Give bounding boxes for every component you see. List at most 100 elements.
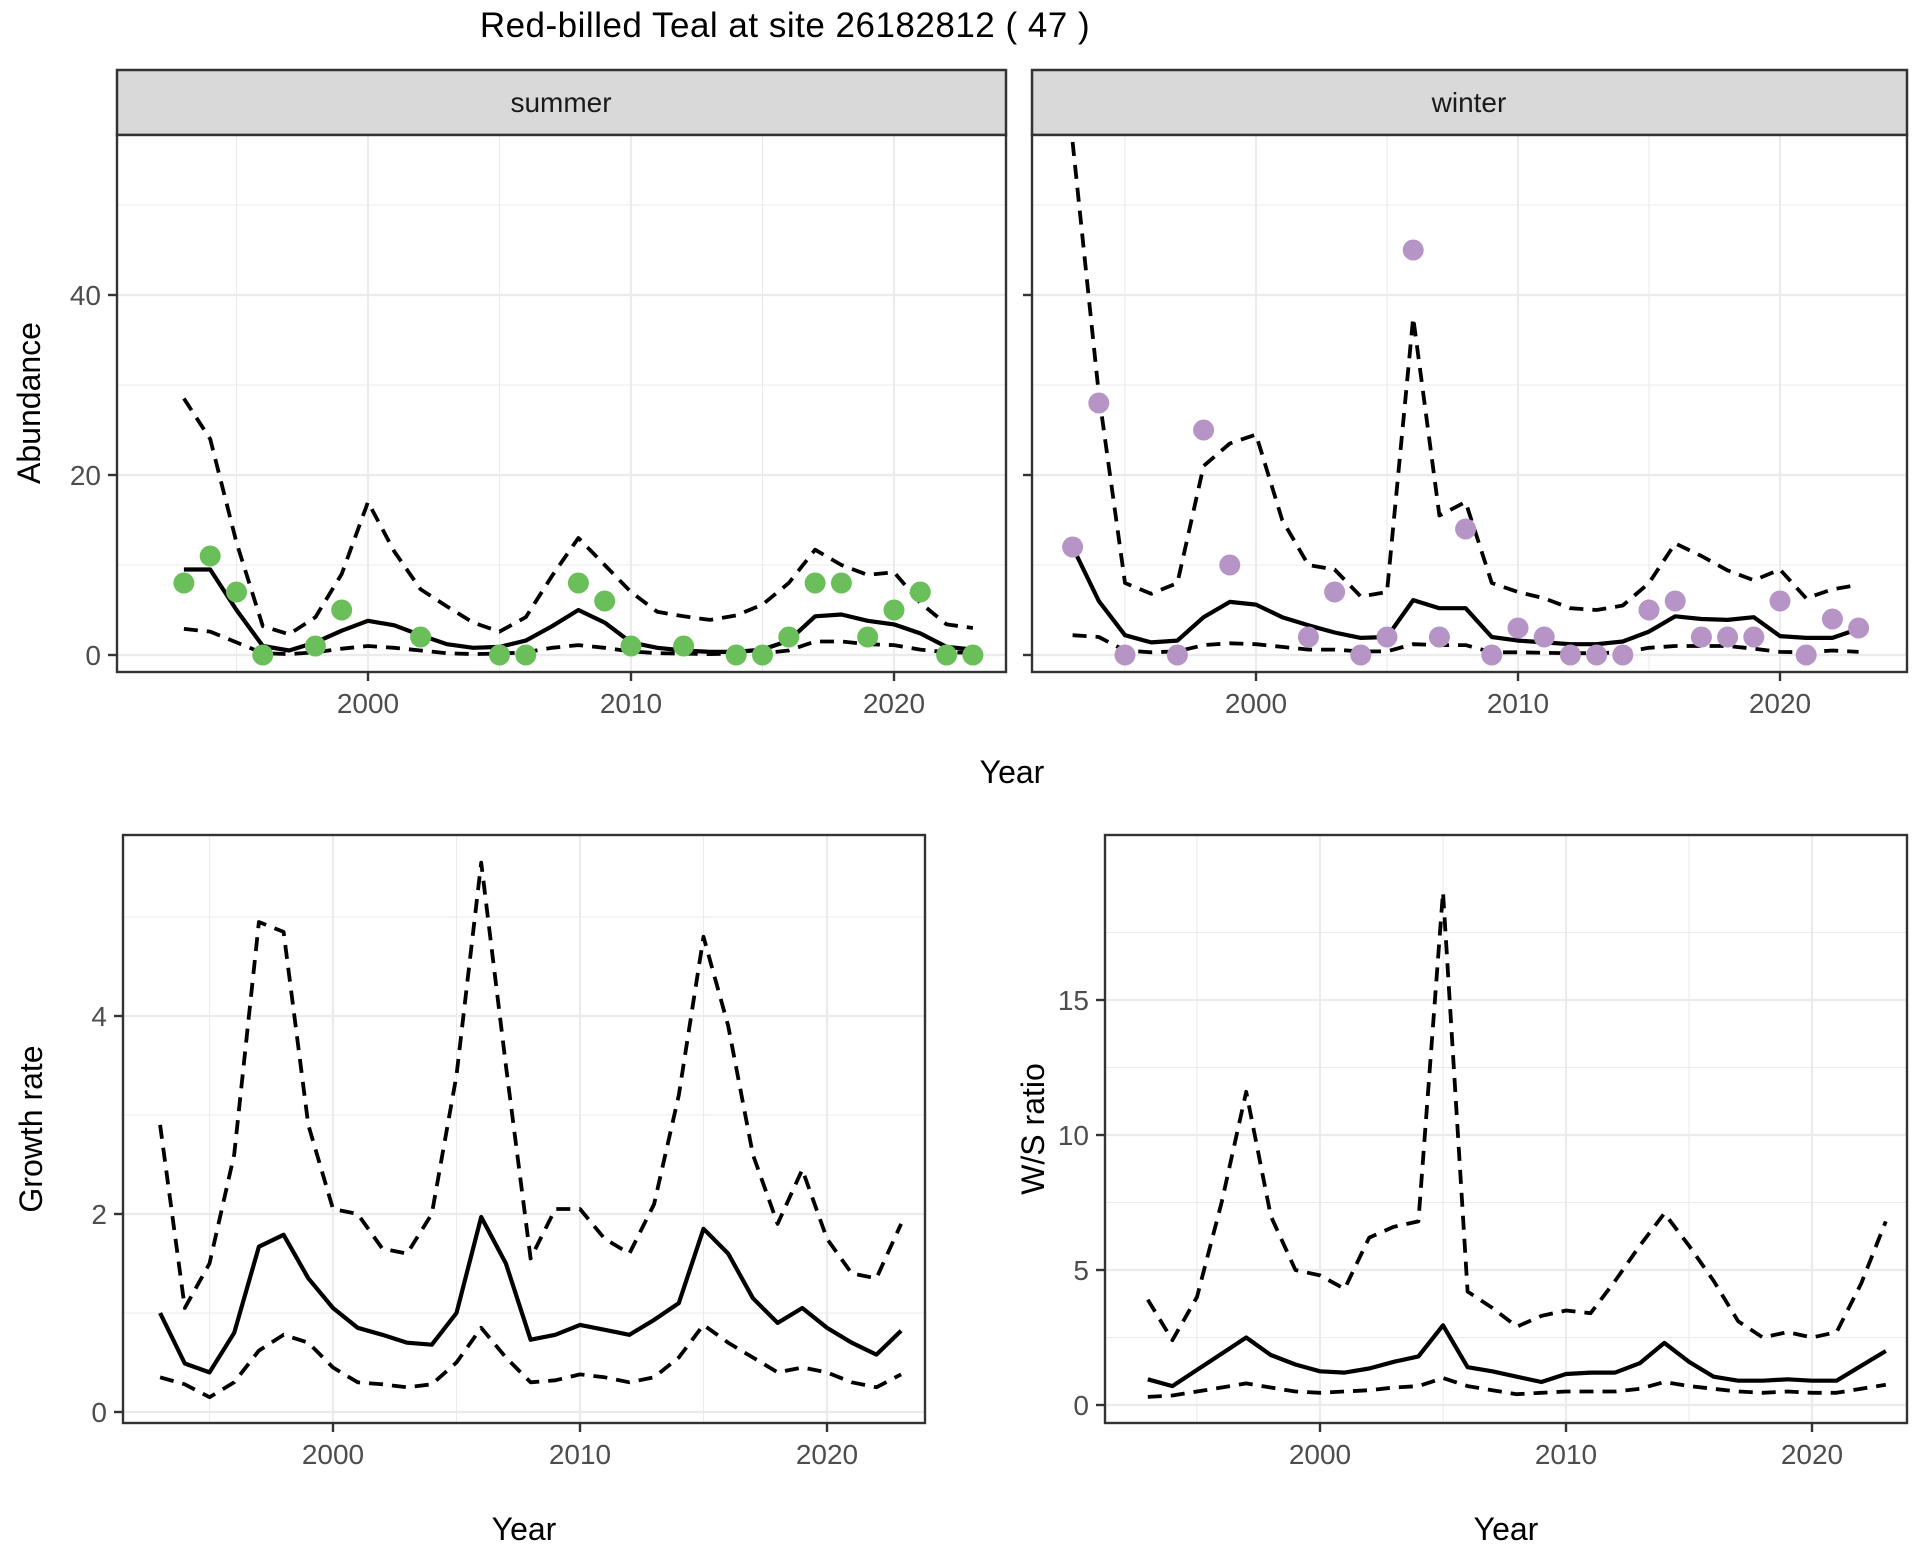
x-tick-label: 2000 [337,688,399,719]
year-axis-title-top: Year [980,754,1045,790]
abundance-winter-obs-point [1743,626,1765,648]
abundance-winter-median-line [1070,546,1860,647]
ws-ratio-median-line [1147,1323,1887,1389]
abundance-summer-obs-point [567,572,589,594]
facet-strip-summer [115,68,1008,137]
abundance-summer-obs-point [962,644,984,666]
growth-rate-lower_ci-line [159,1323,902,1400]
ws-ratio-lower_ci-line [1147,1376,1887,1399]
y-tick-label: 15 [1058,985,1089,1016]
abundance-summer-obs-point [226,581,247,603]
abundance-summer-obs-point [830,572,852,594]
x-tick-label: 2010 [1535,1439,1597,1470]
abundance-winter-obs-point [1428,626,1450,648]
abundance-winter-obs-point [1062,536,1084,558]
abundance-summer-obs-point [857,626,879,648]
plot-title: Red-billed Teal at site 26182812 ( 47 ) [479,6,1091,45]
abundance-winter-obs-point [1848,617,1870,639]
abundance-winter-obs-point [1638,599,1660,621]
y-tick-label: 0 [91,1397,107,1428]
abundance-summer-obs-point [252,644,274,666]
abundance-summer-obs-point [725,644,747,666]
abundance-winter-obs-point [1612,644,1634,666]
x-tick-label: 2010 [549,1439,611,1470]
abundance-winter-obs-point [1533,626,1555,648]
y-tick-label: 0 [85,640,101,671]
y-tick-label: 10 [1058,1120,1089,1151]
y-tick-label: 2 [91,1199,107,1230]
abundance-winter-obs-point [1166,644,1188,666]
abundance-summer-obs-point [515,644,537,666]
abundance-winter-obs-point [1690,626,1712,648]
y-tick-label: 20 [70,460,101,491]
abundance-winter-obs-point [1795,644,1817,666]
x-tick-label: 2020 [863,688,925,719]
abundance-winter-lower_ci-line [1072,633,1859,656]
facet-strip-winter [1030,68,1909,137]
x-tick-label: 2000 [302,1439,364,1470]
abundance-winter-obs-point [1769,590,1791,612]
x-tick-label: 2010 [1487,688,1549,719]
abundance-winter-obs-point [1193,419,1215,441]
x-tick-label: 2020 [1749,688,1811,719]
abundance-summer-obs-point [489,644,510,666]
abundance-summer-obs-point [199,545,221,567]
facet-strips: summer winter [115,68,1909,137]
abundance-winter-obs-point [1481,644,1503,666]
abundance-summer-obs-point [304,635,326,657]
abundance-summer-obs-point [804,572,826,594]
facet-strip-summer-label: summer [510,87,611,118]
abundance-summer-obs-point [173,572,195,594]
x-tick-label: 2000 [1225,688,1287,719]
abundance-winter-obs-point [1324,581,1346,603]
x-tick-label: 2020 [1781,1439,1843,1470]
growth-rate-median-line [158,1214,903,1375]
facet-strip-winter-label: winter [1431,87,1507,118]
abundance-summer-lower_ci-line [183,627,973,656]
year-axis-title-bottom-left: Year [492,1511,557,1547]
abundance-winter-obs-point [1455,518,1477,540]
abundance-summer-obs-point [752,644,773,666]
panel-abundance-winter: 2000 2010 2020 [1023,133,1909,719]
abundance-summer-obs-point [936,644,958,666]
growth-rate-axis-title: Growth rate [13,1045,49,1212]
x-tick-label: 2020 [796,1439,858,1470]
abundance-summer-obs-point [673,635,695,657]
abundance-summer-obs-point [909,581,931,603]
ws-ratio-axis-title: W/S ratio [1015,1063,1051,1195]
x-tick-label: 2010 [600,688,662,719]
abundance-winter-obs-point [1297,626,1319,648]
panel-growth-rate: 2000 2010 2020 0 2 4 [91,833,927,1470]
abundance-summer-obs-point [594,590,616,612]
abundance-winter-obs-point [1821,608,1843,630]
abundance-winter-obs-point [1088,392,1110,414]
abundance-winter-obs-point [1559,644,1581,666]
abundance-winter-obs-point [1350,644,1372,666]
abundance-summer-obs-point [331,599,353,621]
abundance-winter-upper_ci-line [1070,141,1859,612]
abundance-winter-obs-point [1219,554,1241,576]
abundance-summer-obs-point [778,626,800,648]
abundance-summer-obs-point [620,635,642,657]
abundance-winter-obs-point [1664,590,1686,612]
y-tick-label: 5 [1073,1255,1089,1286]
abundance-winter-obs-point [1376,626,1398,648]
panel-ws-ratio: 2000 2010 2020 0 5 10 15 [1058,833,1909,1470]
x-tick-label: 2000 [1289,1439,1351,1470]
abundance-winter-obs-point [1586,644,1608,666]
abundance-axis-title: Abundance [11,322,47,484]
y-tick-label: 0 [1073,1390,1089,1421]
year-axis-title-bottom-right: Year [1474,1511,1539,1547]
abundance-winter-obs-point [1507,617,1529,639]
growth-rate-upper_ci-line [158,860,903,1310]
abundance-summer-obs-point [883,599,905,621]
abundance-winter-obs-point [1402,239,1424,261]
y-tick-label: 40 [70,280,101,311]
abundance-summer-obs-point [410,626,432,648]
abundance-summer-upper_ci-line [182,397,974,637]
panel-abundance-summer: 2000 2010 2020 0 20 40 [70,133,1008,719]
abundance-winter-obs-point [1114,644,1136,666]
